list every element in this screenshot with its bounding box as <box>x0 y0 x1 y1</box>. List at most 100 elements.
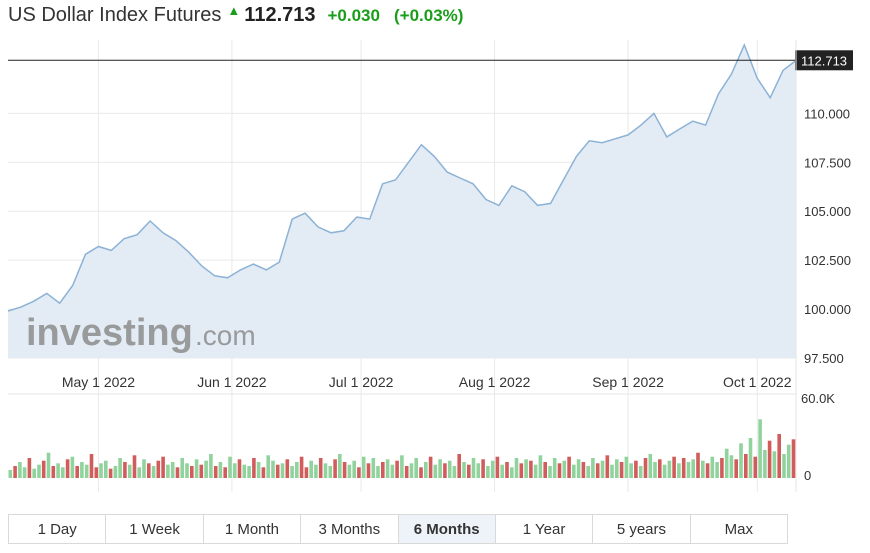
volume-bar <box>653 462 657 478</box>
volume-bar <box>61 467 65 478</box>
volume-bar <box>137 467 141 478</box>
volume-bar <box>361 456 366 478</box>
volume-bar <box>524 459 528 478</box>
volume-bar <box>648 454 653 478</box>
volume-bar <box>366 463 371 478</box>
volume-bar <box>791 439 796 478</box>
volume-bar <box>170 462 175 478</box>
volume-bar <box>567 456 571 478</box>
volume-bar <box>662 464 667 478</box>
volume-bar <box>576 459 581 478</box>
time-range-selector: 1 Day 1 Week 1 Month 3 Months 6 Months 1 Year… <box>8 514 788 544</box>
volume-bar <box>424 462 428 478</box>
volume-bar <box>190 466 194 478</box>
quote-header: US Dollar Index Futures ▲ 112.713 +0.030… <box>8 3 464 30</box>
volume-bar <box>452 466 457 478</box>
price-area <box>8 44 796 359</box>
volume-bar <box>409 463 414 478</box>
price-chart: investing .com 112.713 97.500 100.000 102.… <box>7 40 853 492</box>
volume-bar <box>481 459 485 478</box>
volume-bar <box>591 458 595 478</box>
range-button-6-months[interactable]: 6 Months <box>398 515 496 543</box>
volume-bar <box>180 458 184 478</box>
volume-bar <box>132 455 137 478</box>
volume-bar <box>782 454 786 478</box>
volume-bar <box>156 460 161 478</box>
volume-bar <box>37 464 41 478</box>
volume-bar <box>80 462 84 478</box>
up-arrow-icon: ▲ <box>227 3 241 18</box>
volume-bar <box>261 467 266 478</box>
volume-bar <box>462 462 466 478</box>
volume-bar <box>667 460 672 478</box>
range-button-1-year[interactable]: 1 Year <box>495 515 594 543</box>
volume-bar <box>147 463 151 478</box>
volume-bar <box>600 460 605 478</box>
volume-bar <box>237 459 242 478</box>
volume-bar <box>323 463 328 478</box>
volume-bar <box>495 456 500 478</box>
range-button-max[interactable]: Max <box>690 515 787 543</box>
volume-bar <box>586 466 590 478</box>
range-button-5-years[interactable]: 5 years <box>593 515 691 543</box>
volume-bar <box>390 464 395 478</box>
instrument-title: US Dollar Index Futures <box>8 4 222 26</box>
volume-bar <box>256 462 261 478</box>
volume-bar <box>658 459 662 478</box>
volume-bar <box>271 460 275 478</box>
volume-bar <box>209 454 213 478</box>
volume-bar <box>280 463 285 478</box>
x-axis-ticks: May 1 2022 Jun 1 2022 Jul 1 2022 Aug 1 2022… <box>62 374 792 390</box>
range-button-3-months[interactable]: 3 Months <box>301 515 399 543</box>
volume-bar <box>457 454 461 478</box>
last-price-tag: 112.713 <box>795 50 853 71</box>
volume-bar <box>629 463 633 478</box>
volume-bar <box>18 462 22 478</box>
volume-bar <box>486 466 490 478</box>
volume-bars <box>8 419 796 478</box>
volume-bar <box>610 464 614 478</box>
volume-bar <box>175 467 180 478</box>
volume-bar <box>333 459 337 478</box>
y-tick-label: 102.500 <box>804 253 851 268</box>
volume-bar <box>127 464 132 478</box>
volume-bar <box>75 466 79 478</box>
volume-bar <box>194 459 199 478</box>
range-button-1-month[interactable]: 1 Month <box>203 515 302 543</box>
range-button-1-week[interactable]: 1 Week <box>106 515 204 543</box>
volume-bar <box>753 456 758 478</box>
volume-bar <box>729 455 734 478</box>
volume-bar <box>118 458 122 478</box>
volume-bar <box>552 458 557 478</box>
x-tick-label: May 1 2022 <box>62 374 135 390</box>
volume-bar <box>715 462 719 478</box>
volume-bar <box>94 467 99 478</box>
volume-bar <box>696 452 700 478</box>
volume-bar <box>290 466 294 478</box>
volume-bar <box>619 462 624 478</box>
volume-bar <box>104 460 108 478</box>
volume-bar <box>404 466 409 478</box>
volume-bar <box>328 466 333 478</box>
volume-bar <box>314 464 318 478</box>
volume-bar <box>242 464 247 478</box>
volume-bar <box>767 440 772 478</box>
volume-bar <box>371 458 376 478</box>
last-price-tag-background <box>795 50 853 71</box>
volume-bar <box>433 464 438 478</box>
volume-bar <box>357 467 361 478</box>
volume-bar <box>51 466 56 478</box>
volume-bar <box>247 466 251 478</box>
x-tick-label: Sep 1 2022 <box>592 374 664 390</box>
volume-bar <box>758 419 762 478</box>
volume-bar <box>89 454 94 478</box>
volume-bar <box>84 464 89 478</box>
volume-bar <box>199 464 204 478</box>
volume-bar <box>213 466 218 478</box>
investing-watermark: investing .com <box>26 312 256 354</box>
price-change-percent: (+0.03%) <box>393 6 464 25</box>
volume-bar <box>748 438 753 478</box>
volume-bar <box>414 458 418 478</box>
volume-bar <box>108 468 113 478</box>
range-button-1-day[interactable]: 1 Day <box>9 515 107 543</box>
